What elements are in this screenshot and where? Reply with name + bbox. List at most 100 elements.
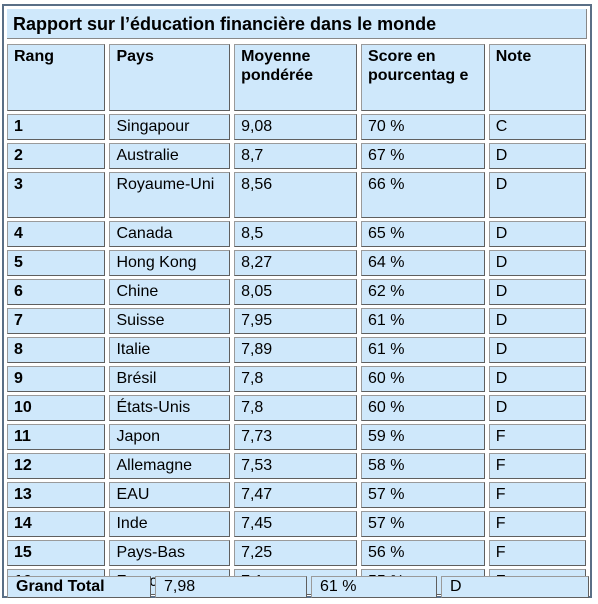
cell-score: 56 %: [360, 540, 485, 566]
header-rang: Rang: [7, 44, 106, 111]
cell-rang: 5: [7, 250, 106, 276]
cell-note: F: [488, 453, 586, 479]
header-score: Score en pourcentag e: [360, 44, 485, 111]
cell-note: D: [488, 337, 586, 363]
grand-total-score: 61 %: [311, 576, 437, 598]
cell-moyenne: 7,95: [234, 308, 357, 334]
table-row: 3 Royaume-Uni 8,56 66 % D: [7, 172, 586, 218]
cell-moyenne: 7,47: [234, 482, 357, 508]
grand-total-moyenne: 7,98: [155, 576, 307, 598]
header-pays: Pays: [109, 44, 231, 111]
cell-note: D: [488, 172, 586, 218]
cell-rang: 9: [7, 366, 106, 392]
header-moyenne: Moyenne pondérée: [234, 44, 357, 111]
grand-total-row: Grand Total 7,98 61 % D: [7, 576, 589, 598]
cell-score: 58 %: [360, 453, 485, 479]
cell-pays: Italie: [109, 337, 231, 363]
cell-moyenne: 7,89: [234, 337, 357, 363]
cell-pays: Canada: [109, 221, 231, 247]
grand-total-label: Grand Total: [7, 576, 151, 598]
cell-score: 66 %: [360, 172, 485, 218]
table-row: 14 Inde 7,45 57 % F: [7, 511, 586, 537]
cell-moyenne: 7,8: [234, 395, 357, 421]
cell-pays: États-Unis: [109, 395, 231, 421]
cell-rang: 1: [7, 114, 106, 140]
cell-rang: 7: [7, 308, 106, 334]
cell-pays: Japon: [109, 424, 231, 450]
cell-pays: Allemagne: [109, 453, 231, 479]
cell-score: 60 %: [360, 395, 485, 421]
table-row: 1 Singapour 9,08 70 % C: [7, 114, 586, 140]
cell-moyenne: 8,5: [234, 221, 357, 247]
table-row: 5 Hong Kong 8,27 64 % D: [7, 250, 586, 276]
cell-note: F: [488, 540, 586, 566]
cell-pays: EAU: [109, 482, 231, 508]
cell-moyenne: 7,45: [234, 511, 357, 537]
cell-rang: 10: [7, 395, 106, 421]
cell-score: 60 %: [360, 366, 485, 392]
cell-rang: 13: [7, 482, 106, 508]
cell-rang: 8: [7, 337, 106, 363]
cell-rang: 12: [7, 453, 106, 479]
cell-pays: Suisse: [109, 308, 231, 334]
cell-score: 61 %: [360, 308, 485, 334]
cell-note: D: [488, 250, 586, 276]
cell-pays: Brésil: [109, 366, 231, 392]
cell-pays: Chine: [109, 279, 231, 305]
cell-note: F: [488, 482, 586, 508]
cell-moyenne: 8,27: [234, 250, 357, 276]
header-note: Note: [488, 44, 586, 111]
cell-moyenne: 7,25: [234, 540, 357, 566]
cell-score: 64 %: [360, 250, 485, 276]
cell-note: D: [488, 366, 586, 392]
table-row: 11 Japon 7,73 59 % F: [7, 424, 586, 450]
cell-pays: Royaume-Uni: [109, 172, 231, 218]
cell-score: 59 %: [360, 424, 485, 450]
table-row: 10 États-Unis 7,8 60 % D: [7, 395, 586, 421]
cell-rang: 6: [7, 279, 106, 305]
table-title: Rapport sur l’éducation financière dans …: [7, 9, 587, 39]
table-row: 13 EAU 7,47 57 % F: [7, 482, 586, 508]
cell-score: 57 %: [360, 482, 485, 508]
cell-note: D: [488, 279, 586, 305]
grand-total-note: D: [441, 576, 589, 598]
cell-pays: Inde: [109, 511, 231, 537]
cell-score: 62 %: [360, 279, 485, 305]
cell-note: D: [488, 143, 586, 169]
cell-note: F: [488, 424, 586, 450]
table-row: 4 Canada 8,5 65 % D: [7, 221, 586, 247]
cell-score: 67 %: [360, 143, 485, 169]
cell-score: 61 %: [360, 337, 485, 363]
cell-rang: 4: [7, 221, 106, 247]
cell-score: 70 %: [360, 114, 485, 140]
cell-pays: Singapour: [109, 114, 231, 140]
table-row: 2 Australie 8,7 67 % D: [7, 143, 586, 169]
cell-pays: Hong Kong: [109, 250, 231, 276]
cell-note: F: [488, 511, 586, 537]
cell-pays: Australie: [109, 143, 231, 169]
cell-moyenne: 8,05: [234, 279, 357, 305]
ranking-table: Rang Pays Moyenne pondérée Score en pour…: [3, 41, 590, 598]
cell-rang: 3: [7, 172, 106, 218]
header-row: Rang Pays Moyenne pondérée Score en pour…: [7, 44, 586, 111]
cell-score: 65 %: [360, 221, 485, 247]
cell-moyenne: 8,56: [234, 172, 357, 218]
cell-score: 57 %: [360, 511, 485, 537]
table-row: 6 Chine 8,05 62 % D: [7, 279, 586, 305]
table-row: 8 Italie 7,89 61 % D: [7, 337, 586, 363]
cell-note: C: [488, 114, 586, 140]
cell-moyenne: 7,8: [234, 366, 357, 392]
cell-rang: 15: [7, 540, 106, 566]
table-row: 12 Allemagne 7,53 58 % F: [7, 453, 586, 479]
cell-pays: Pays-Bas: [109, 540, 231, 566]
report-table-frame: Rapport sur l’éducation financière dans …: [2, 4, 592, 598]
cell-rang: 2: [7, 143, 106, 169]
cell-note: D: [488, 308, 586, 334]
cell-moyenne: 7,53: [234, 453, 357, 479]
table-row: 7 Suisse 7,95 61 % D: [7, 308, 586, 334]
table-row: 9 Brésil 7,8 60 % D: [7, 366, 586, 392]
cell-moyenne: 7,73: [234, 424, 357, 450]
cell-note: D: [488, 221, 586, 247]
cell-moyenne: 9,08: [234, 114, 357, 140]
cell-moyenne: 8,7: [234, 143, 357, 169]
